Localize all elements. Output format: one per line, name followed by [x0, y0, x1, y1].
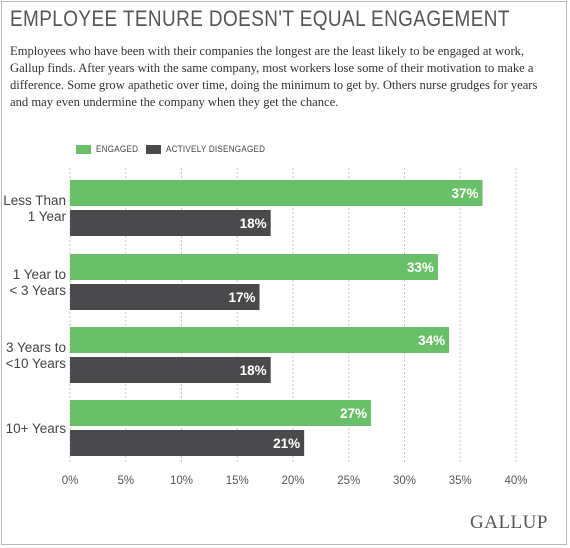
chart-title: EMPLOYEE TENURE DOESN'T EQUAL ENGAGEMENT: [10, 6, 510, 31]
category-label: 1 Year: [28, 209, 67, 224]
category-label: Less Than: [3, 193, 66, 208]
data-label: 33%: [407, 260, 434, 275]
x-tick-label: 15%: [226, 475, 249, 487]
legend-label-engaged: ENGAGED: [96, 143, 139, 155]
x-tick-label: 40%: [504, 475, 527, 487]
data-label: 18%: [240, 216, 267, 231]
bar-disengaged: [70, 284, 260, 310]
x-tick-label: 35%: [449, 475, 472, 487]
legend-item-disengaged: ACTIVELY DISENGAGED: [146, 143, 283, 155]
data-label: 34%: [418, 333, 445, 348]
category-label: 10+ Years: [6, 421, 67, 436]
bar-disengaged: [70, 430, 305, 456]
legend-swatch-engaged: [76, 144, 91, 154]
x-tick-label: 5%: [117, 475, 134, 487]
legend-label-disengaged: ACTIVELY DISENGAGED: [166, 143, 266, 155]
bar-engaged: [70, 254, 438, 280]
data-label: 21%: [273, 436, 300, 451]
x-tick-label: 25%: [337, 475, 360, 487]
data-label: 18%: [240, 363, 267, 378]
data-label: 37%: [452, 186, 479, 201]
x-tick-label: 30%: [393, 475, 416, 487]
x-tick-label: 10%: [170, 475, 193, 487]
bar-disengaged: [70, 210, 271, 236]
chart-subtitle: Employees who have been with their compa…: [10, 44, 538, 109]
bar-disengaged: [70, 357, 271, 383]
category-label: 1 Year to: [13, 267, 66, 282]
gallup-logo: GALLUP: [470, 512, 548, 533]
x-tick-label: 20%: [281, 475, 304, 487]
data-label: 27%: [340, 406, 367, 421]
category-label: <10 Years: [6, 356, 67, 371]
legend-item-engaged: ENGAGED: [76, 143, 146, 155]
bar-engaged: [70, 327, 450, 353]
data-label: 17%: [229, 290, 256, 305]
legend-swatch-disengaged: [146, 144, 161, 154]
category-label: 3 Years to: [6, 340, 66, 355]
bar-engaged: [70, 400, 372, 426]
category-label: < 3 Years: [9, 283, 66, 298]
bar-engaged: [70, 180, 483, 206]
x-tick-label: 0%: [62, 475, 79, 487]
